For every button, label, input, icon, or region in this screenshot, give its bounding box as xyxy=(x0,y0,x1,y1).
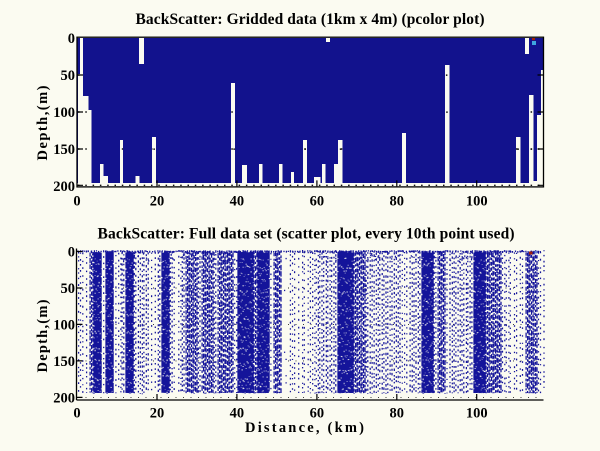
svg-text:20: 20 xyxy=(150,405,165,421)
svg-text:80: 80 xyxy=(390,405,405,421)
svg-text:50: 50 xyxy=(61,281,76,297)
svg-text:Distance, (km): Distance, (km) xyxy=(245,420,364,436)
svg-text:50: 50 xyxy=(61,68,76,84)
svg-text:0: 0 xyxy=(68,31,75,47)
svg-text:0: 0 xyxy=(68,245,75,261)
svg-text:100: 100 xyxy=(53,317,75,333)
svg-text:Depth,(m): Depth,(m) xyxy=(35,85,51,160)
svg-text:100: 100 xyxy=(53,105,75,121)
svg-text:200: 200 xyxy=(53,179,75,195)
svg-text:40: 40 xyxy=(230,405,245,421)
svg-text:BackScatter: Gridded data (1km: BackScatter: Gridded data (1km x 4m) (pc… xyxy=(136,11,485,28)
svg-text:150: 150 xyxy=(53,142,75,158)
svg-text:60: 60 xyxy=(310,194,325,210)
svg-text:200: 200 xyxy=(53,390,75,406)
svg-text:100: 100 xyxy=(466,405,488,421)
svg-text:Depth,(m): Depth,(m) xyxy=(35,299,51,372)
svg-text:0: 0 xyxy=(73,405,80,421)
svg-text:80: 80 xyxy=(390,194,405,210)
svg-text:40: 40 xyxy=(230,194,245,210)
svg-text:20: 20 xyxy=(150,194,165,210)
svg-text:100: 100 xyxy=(466,194,488,210)
svg-text:60: 60 xyxy=(310,405,325,421)
svg-text:150: 150 xyxy=(53,354,75,370)
svg-text:BackScatter: Full data set (sc: BackScatter: Full data set (scatter plot… xyxy=(98,226,515,243)
svg-text:0: 0 xyxy=(73,194,80,210)
